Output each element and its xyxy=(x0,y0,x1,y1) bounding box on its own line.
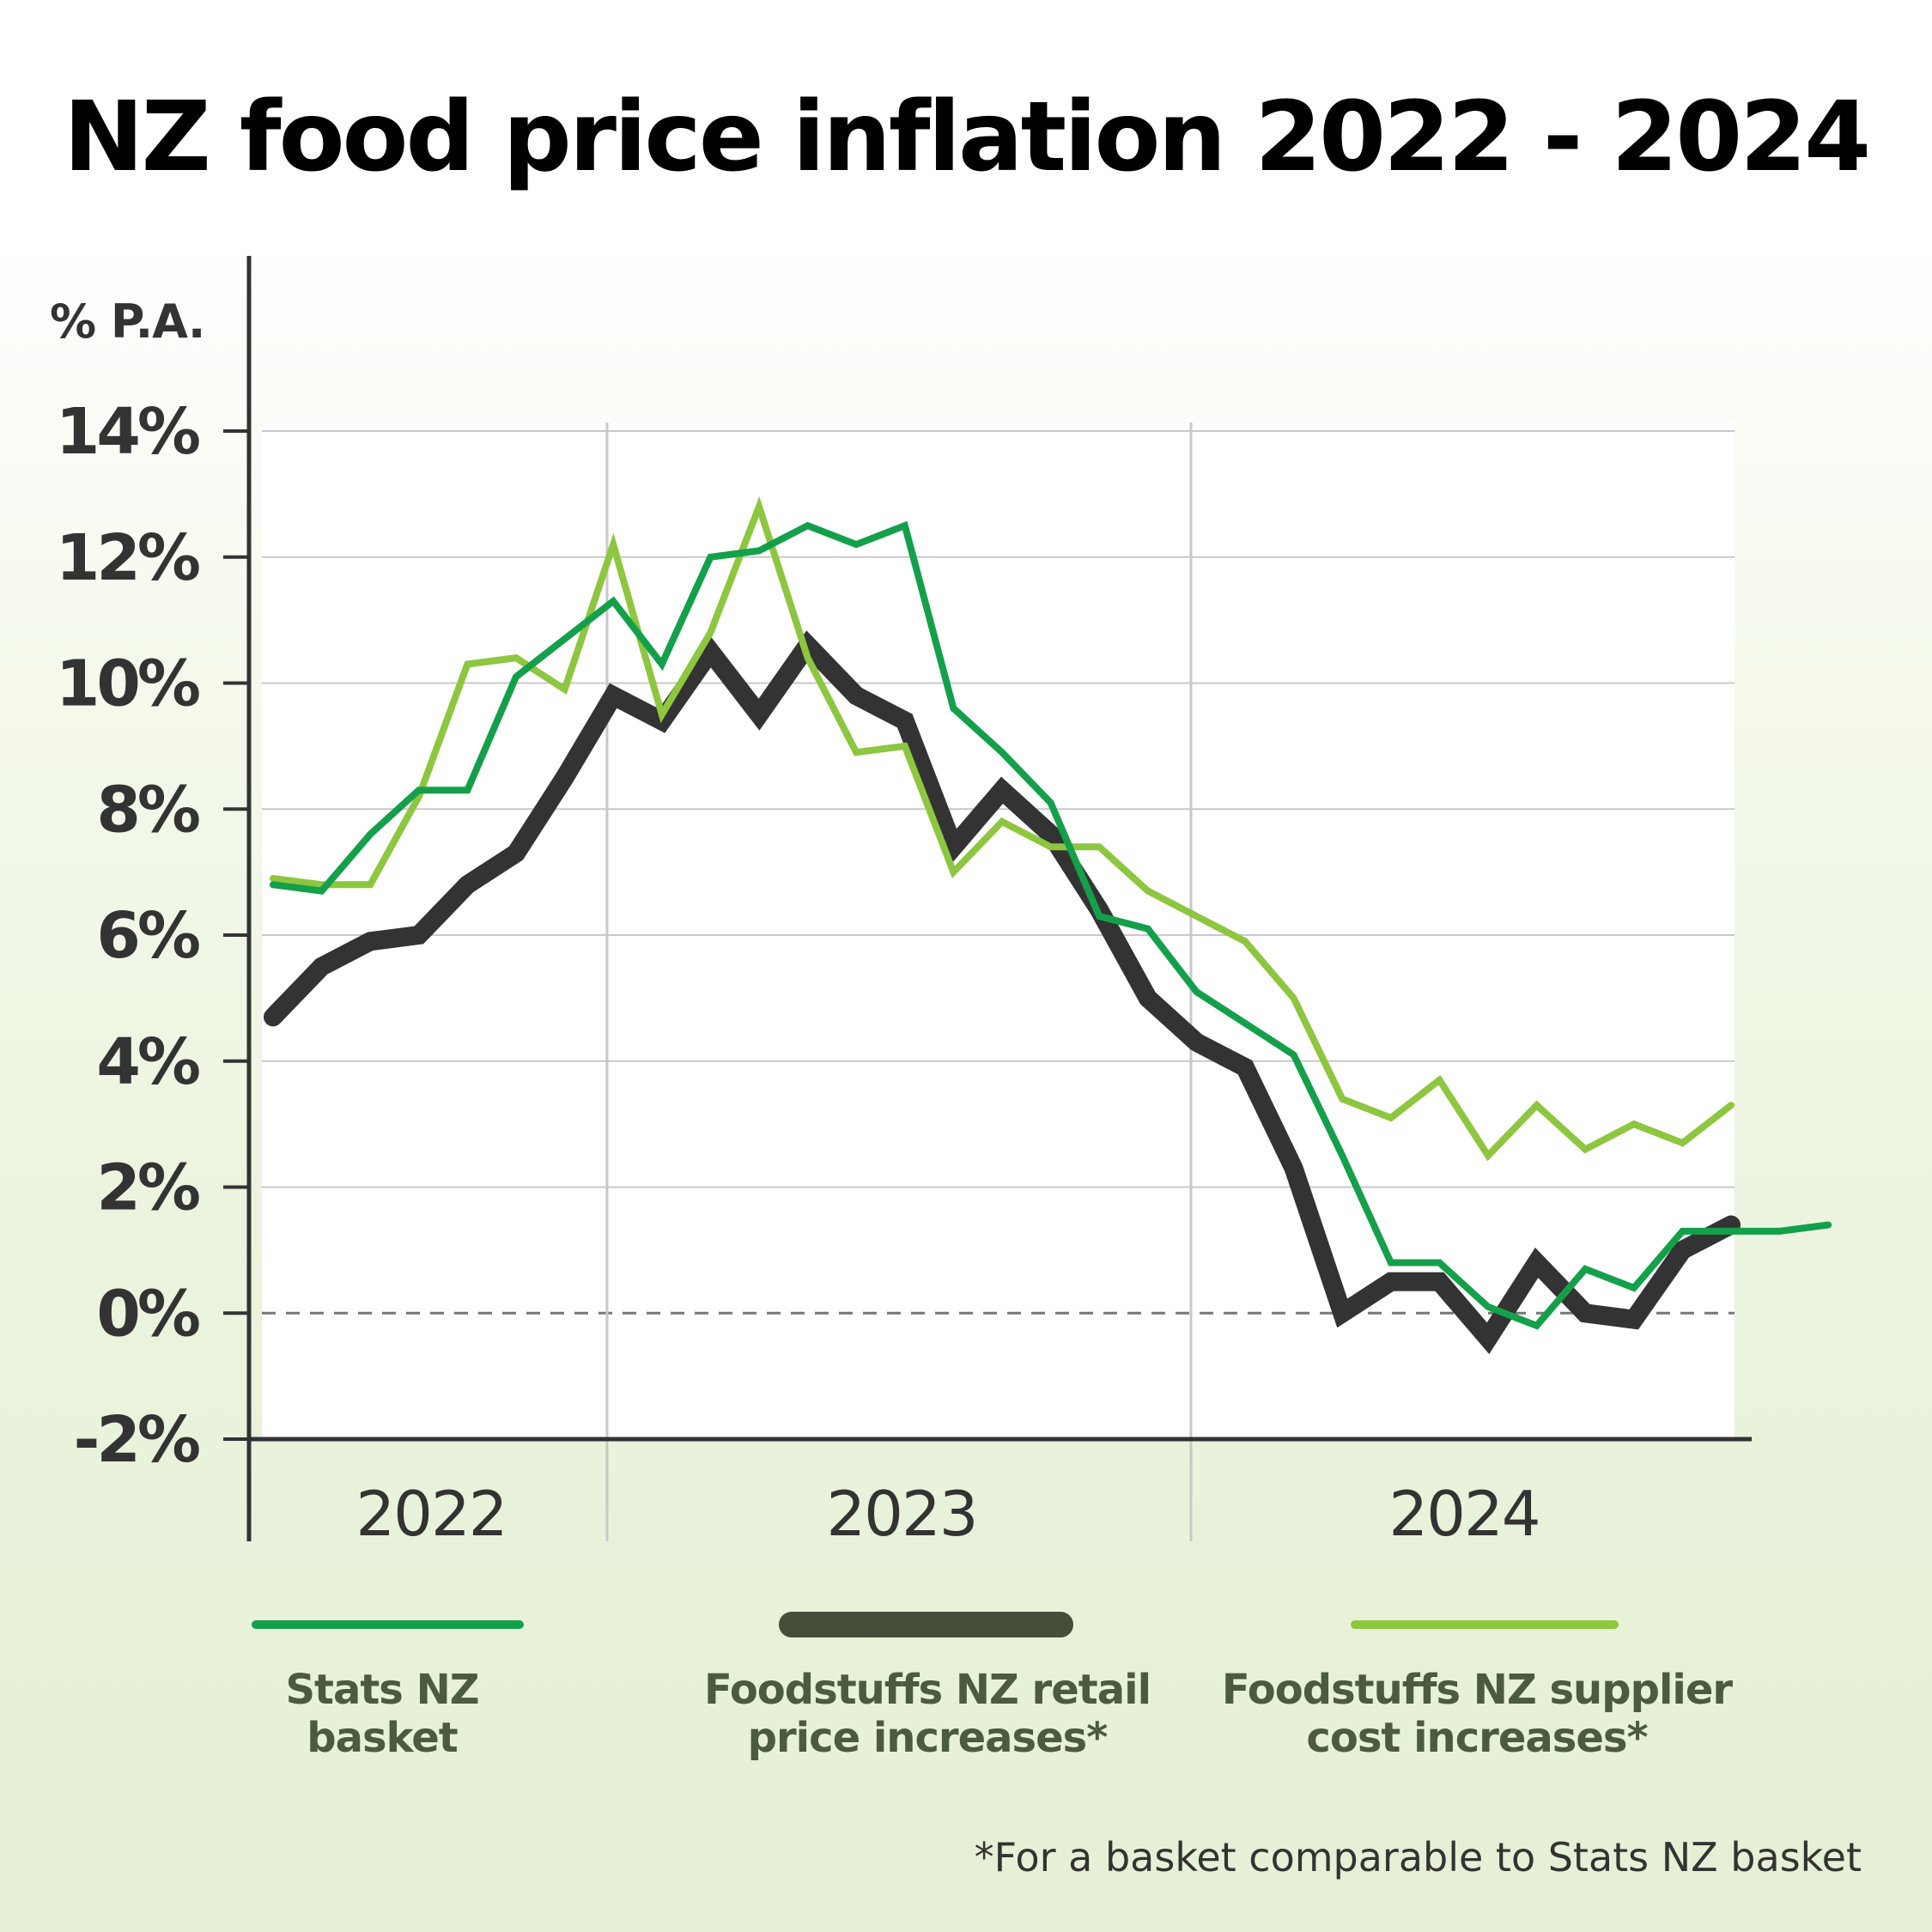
chart-title: NZ food price inflation 2022 - 2024 xyxy=(63,82,1871,193)
legend-label-line: basket xyxy=(307,1714,458,1762)
legend-label-line: Stats NZ xyxy=(285,1666,479,1714)
series-line-stats xyxy=(270,520,1832,1330)
y-tick-label: 2% xyxy=(96,1151,198,1225)
legend-label-retail-price: Foodstuffs NZ retail price increases* xyxy=(670,1666,1185,1762)
y-axis-label: % P.A. xyxy=(50,295,204,349)
legend-label-supplier-cost: Foodstuffs NZ supplier cost increases* xyxy=(1219,1666,1735,1762)
y-tick-label: 6% xyxy=(96,899,198,973)
footnote: *For a basket comparable to Stats NZ bas… xyxy=(974,1834,1862,1880)
y-tick-label: 8% xyxy=(96,773,198,847)
series-layer xyxy=(264,495,1832,1354)
series-line-supplier xyxy=(270,495,1735,1162)
legend-label-line: price increases* xyxy=(747,1714,1109,1762)
legend-label-stats-nz-basket: Stats NZ basket xyxy=(210,1666,554,1762)
x-year-label: 2023 xyxy=(826,1478,976,1550)
y-tick-label: 0% xyxy=(96,1277,198,1351)
plot-background xyxy=(262,422,1735,1439)
x-year-label: 2024 xyxy=(1388,1478,1539,1550)
legend-label-line: Foodstuffs NZ supplier xyxy=(1221,1666,1733,1714)
y-axis-ticks: -2% 0% 2% 4% 6% 8% 10% 12% 14% % P.A. 2022 2023 2024 xyxy=(50,295,1541,1550)
y-tick-label: -2% xyxy=(74,1403,199,1477)
y-tick-label: 4% xyxy=(96,1025,198,1099)
x-year-label: 2022 xyxy=(355,1478,506,1550)
legend-label-line: Foodstuffs NZ retail xyxy=(703,1666,1151,1714)
series-line-retail xyxy=(264,630,1741,1354)
y-tick-label: 14% xyxy=(56,395,199,469)
axes xyxy=(246,256,1752,1541)
legend-label-line: cost increases* xyxy=(1306,1714,1648,1762)
y-tick-label: 12% xyxy=(56,521,199,595)
y-tick-label: 10% xyxy=(56,647,199,721)
